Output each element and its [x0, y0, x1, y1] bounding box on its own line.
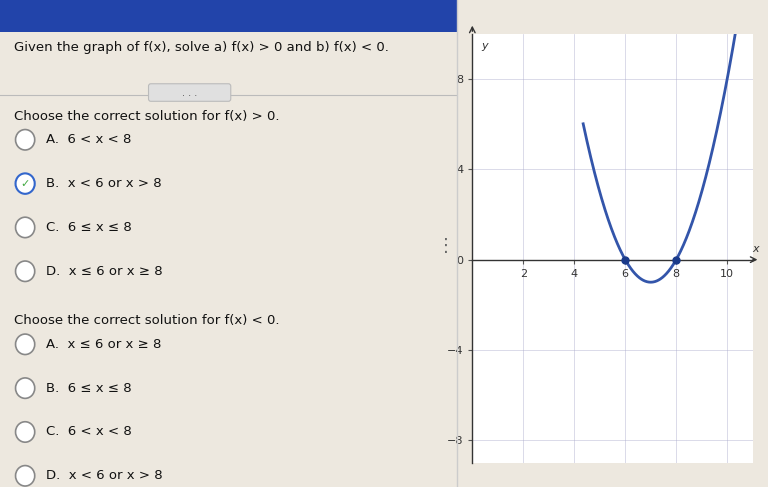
- Text: y: y: [482, 41, 488, 51]
- Text: B.  x < 6 or x > 8: B. x < 6 or x > 8: [46, 177, 161, 190]
- Circle shape: [15, 261, 35, 281]
- Circle shape: [15, 173, 35, 194]
- Circle shape: [15, 422, 35, 442]
- FancyBboxPatch shape: [148, 84, 230, 101]
- Text: A.  6 < x < 8: A. 6 < x < 8: [46, 133, 131, 146]
- Circle shape: [15, 217, 35, 238]
- Text: Choose the correct solution for f(x) > 0.: Choose the correct solution for f(x) > 0…: [14, 110, 280, 123]
- Text: . . .: . . .: [182, 88, 197, 97]
- Text: C.  6 < x < 8: C. 6 < x < 8: [46, 426, 131, 438]
- Circle shape: [15, 334, 35, 355]
- Text: C.  6 ≤ x ≤ 8: C. 6 ≤ x ≤ 8: [46, 221, 131, 234]
- Text: B.  6 ≤ x ≤ 8: B. 6 ≤ x ≤ 8: [46, 382, 131, 394]
- FancyBboxPatch shape: [0, 0, 457, 32]
- Text: D.  x < 6 or x > 8: D. x < 6 or x > 8: [46, 469, 162, 482]
- Circle shape: [15, 378, 35, 398]
- Text: D.  x ≤ 6 or x ≥ 8: D. x ≤ 6 or x ≥ 8: [46, 265, 162, 278]
- Text: ⋮: ⋮: [436, 237, 455, 255]
- Circle shape: [15, 466, 35, 486]
- Text: A.  x ≤ 6 or x ≥ 8: A. x ≤ 6 or x ≥ 8: [46, 338, 161, 351]
- Text: x: x: [753, 244, 760, 255]
- Text: Choose the correct solution for f(x) < 0.: Choose the correct solution for f(x) < 0…: [14, 314, 280, 327]
- Circle shape: [15, 130, 35, 150]
- Text: ✓: ✓: [21, 179, 30, 188]
- Text: Given the graph of f(x), solve a) f(x) > 0 and b) f(x) < 0.: Given the graph of f(x), solve a) f(x) >…: [14, 41, 389, 55]
